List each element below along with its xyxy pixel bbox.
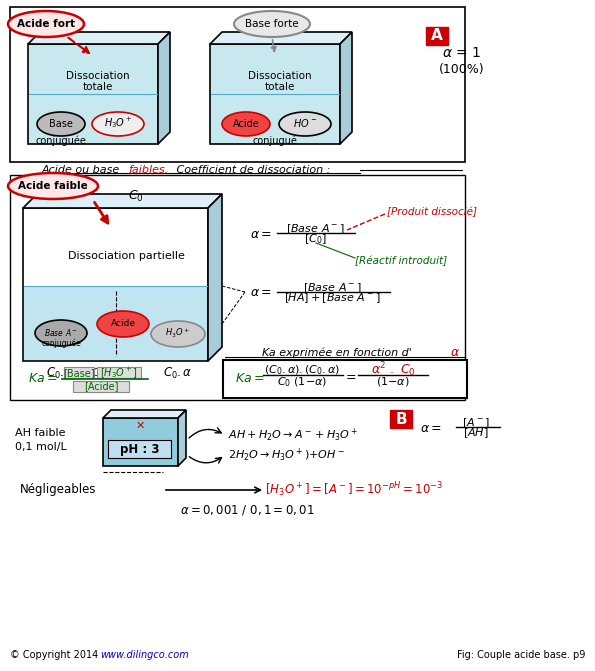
Ellipse shape: [92, 112, 144, 136]
Polygon shape: [103, 410, 186, 418]
Ellipse shape: [35, 320, 87, 346]
Text: $[C_0]$: $[C_0]$: [303, 232, 327, 246]
Polygon shape: [28, 44, 158, 144]
Text: Acide ou base: Acide ou base: [42, 165, 124, 175]
Text: $Ka=$: $Ka=$: [235, 372, 265, 384]
Polygon shape: [208, 194, 222, 361]
Ellipse shape: [151, 321, 205, 347]
Text: $C_0(1-\alpha)$: $C_0(1-\alpha)$: [90, 366, 142, 380]
Text: conjuguée: conjuguée: [41, 338, 81, 348]
Text: Base: Base: [49, 119, 73, 129]
Text: $C_0.\alpha$: $C_0.\alpha$: [163, 366, 193, 380]
FancyBboxPatch shape: [390, 410, 412, 428]
Text: Fig: Couple acide base. p9: Fig: Couple acide base. p9: [456, 650, 585, 660]
Polygon shape: [210, 32, 352, 44]
Text: $C_0$: $C_0$: [128, 189, 144, 203]
Text: B: B: [395, 411, 407, 427]
Ellipse shape: [234, 11, 310, 37]
Ellipse shape: [97, 311, 149, 337]
FancyBboxPatch shape: [426, 27, 448, 45]
Polygon shape: [158, 32, 170, 144]
Ellipse shape: [8, 11, 84, 37]
Text: $\alpha =$: $\alpha =$: [420, 421, 442, 435]
Text: Dissociation partielle: Dissociation partielle: [68, 251, 184, 261]
Text: $H_3O^+$: $H_3O^+$: [104, 115, 132, 130]
Text: $\alpha = 0,001\ /\ 0,1 = 0,01$: $\alpha = 0,001\ /\ 0,1 = 0,01$: [180, 503, 314, 517]
Text: $Ka=$: $Ka=$: [28, 372, 58, 384]
Text: Base forte: Base forte: [245, 19, 299, 29]
Text: Acide: Acide: [233, 119, 259, 129]
Text: © Copyright 2014: © Copyright 2014: [10, 650, 101, 660]
Text: $\alpha$ = 1: $\alpha$ = 1: [443, 46, 481, 60]
Polygon shape: [28, 32, 170, 44]
Polygon shape: [29, 94, 157, 143]
Polygon shape: [210, 44, 340, 144]
Text: $[H_3O^+]$: $[H_3O^+]$: [100, 366, 138, 380]
Text: [Acide]: [Acide]: [84, 381, 118, 391]
Text: [Réactif introduit]: [Réactif introduit]: [355, 256, 447, 266]
Text: $\alpha =$: $\alpha =$: [250, 227, 272, 240]
Text: Ka exprimée en fonction d': Ka exprimée en fonction d': [262, 348, 412, 358]
Text: www.dilingco.com: www.dilingco.com: [100, 650, 189, 660]
Text: $[H_3O^+] = [A^-] = 10^{-pH} = 10^{-3}$: $[H_3O^+] = [A^-] = 10^{-pH} = 10^{-3}$: [265, 480, 443, 499]
FancyBboxPatch shape: [108, 440, 171, 458]
Polygon shape: [23, 208, 208, 361]
FancyBboxPatch shape: [10, 175, 465, 400]
Ellipse shape: [279, 112, 331, 136]
Text: (100%): (100%): [439, 62, 485, 76]
Polygon shape: [24, 286, 207, 360]
Text: $Base\ A^-$: $Base\ A^-$: [44, 327, 78, 338]
FancyBboxPatch shape: [73, 381, 129, 392]
Polygon shape: [211, 94, 339, 143]
Ellipse shape: [8, 173, 98, 199]
Text: [Produit dissocié]: [Produit dissocié]: [387, 207, 477, 217]
Text: ✕: ✕: [135, 421, 145, 431]
Text: $C_0\ (1{-}\alpha)$: $C_0\ (1{-}\alpha)$: [277, 375, 327, 389]
Text: [Base]: [Base]: [63, 368, 95, 378]
Text: $\alpha =$: $\alpha =$: [250, 287, 272, 299]
Text: pH : 3: pH : 3: [120, 444, 159, 456]
Text: conjuguée: conjuguée: [36, 136, 86, 146]
Text: Acide fort: Acide fort: [17, 19, 75, 29]
Text: $H_3O^+$: $H_3O^+$: [165, 326, 190, 340]
Text: 0,1 mol/L: 0,1 mol/L: [15, 442, 67, 452]
Text: $[A^-]$: $[A^-]$: [462, 416, 490, 430]
Ellipse shape: [37, 112, 85, 136]
Text: $\alpha^2\ .\ C_0$: $\alpha^2\ .\ C_0$: [371, 360, 415, 379]
Text: Acide faible: Acide faible: [18, 181, 88, 191]
Polygon shape: [340, 32, 352, 144]
Text: $[Base\ A^-]$: $[Base\ A^-]$: [303, 281, 361, 295]
Ellipse shape: [222, 112, 270, 136]
Text: Dissociation: Dissociation: [66, 71, 130, 81]
Polygon shape: [178, 410, 186, 466]
Text: $(1{-}\alpha)$: $(1{-}\alpha)$: [376, 376, 410, 389]
Text: AH faible: AH faible: [15, 428, 65, 438]
FancyBboxPatch shape: [64, 367, 94, 378]
Text: $HO^-$: $HO^-$: [293, 117, 317, 129]
Text: Coefficient de dissociation :: Coefficient de dissociation :: [173, 165, 330, 175]
Text: $2H_2O \rightarrow H_3O^+$)$+ OH^-$: $2H_2O \rightarrow H_3O^+$)$+ OH^-$: [228, 446, 345, 464]
FancyBboxPatch shape: [223, 360, 467, 398]
Text: $AH + H_2O \rightarrow A^- + H_3O^+$: $AH + H_2O \rightarrow A^- + H_3O^+$: [228, 427, 358, 444]
Polygon shape: [103, 418, 178, 466]
Text: $=$: $=$: [343, 370, 357, 382]
Text: conjugué: conjugué: [252, 136, 298, 146]
Text: $[AH]$: $[AH]$: [463, 426, 489, 440]
FancyBboxPatch shape: [97, 367, 141, 378]
Text: A: A: [431, 28, 443, 44]
Text: totale: totale: [83, 82, 113, 92]
Text: $C_0.\alpha$: $C_0.\alpha$: [46, 366, 76, 380]
Text: $\alpha$: $\alpha$: [450, 346, 460, 360]
Text: totale: totale: [265, 82, 295, 92]
Text: Dissociation: Dissociation: [248, 71, 312, 81]
Text: $(C_0.\alpha).(C_0.\alpha)$: $(C_0.\alpha).(C_0.\alpha)$: [264, 363, 340, 377]
FancyBboxPatch shape: [10, 7, 465, 162]
Text: $[Base\ A^-]$: $[Base\ A^-]$: [286, 222, 345, 236]
Text: Acide: Acide: [111, 319, 136, 329]
Polygon shape: [23, 194, 222, 208]
Text: faibles.: faibles.: [128, 165, 168, 175]
Text: Négligeables: Négligeables: [20, 484, 96, 497]
Text: $[HA]+[Base\ A^-]$: $[HA]+[Base\ A^-]$: [284, 291, 380, 305]
